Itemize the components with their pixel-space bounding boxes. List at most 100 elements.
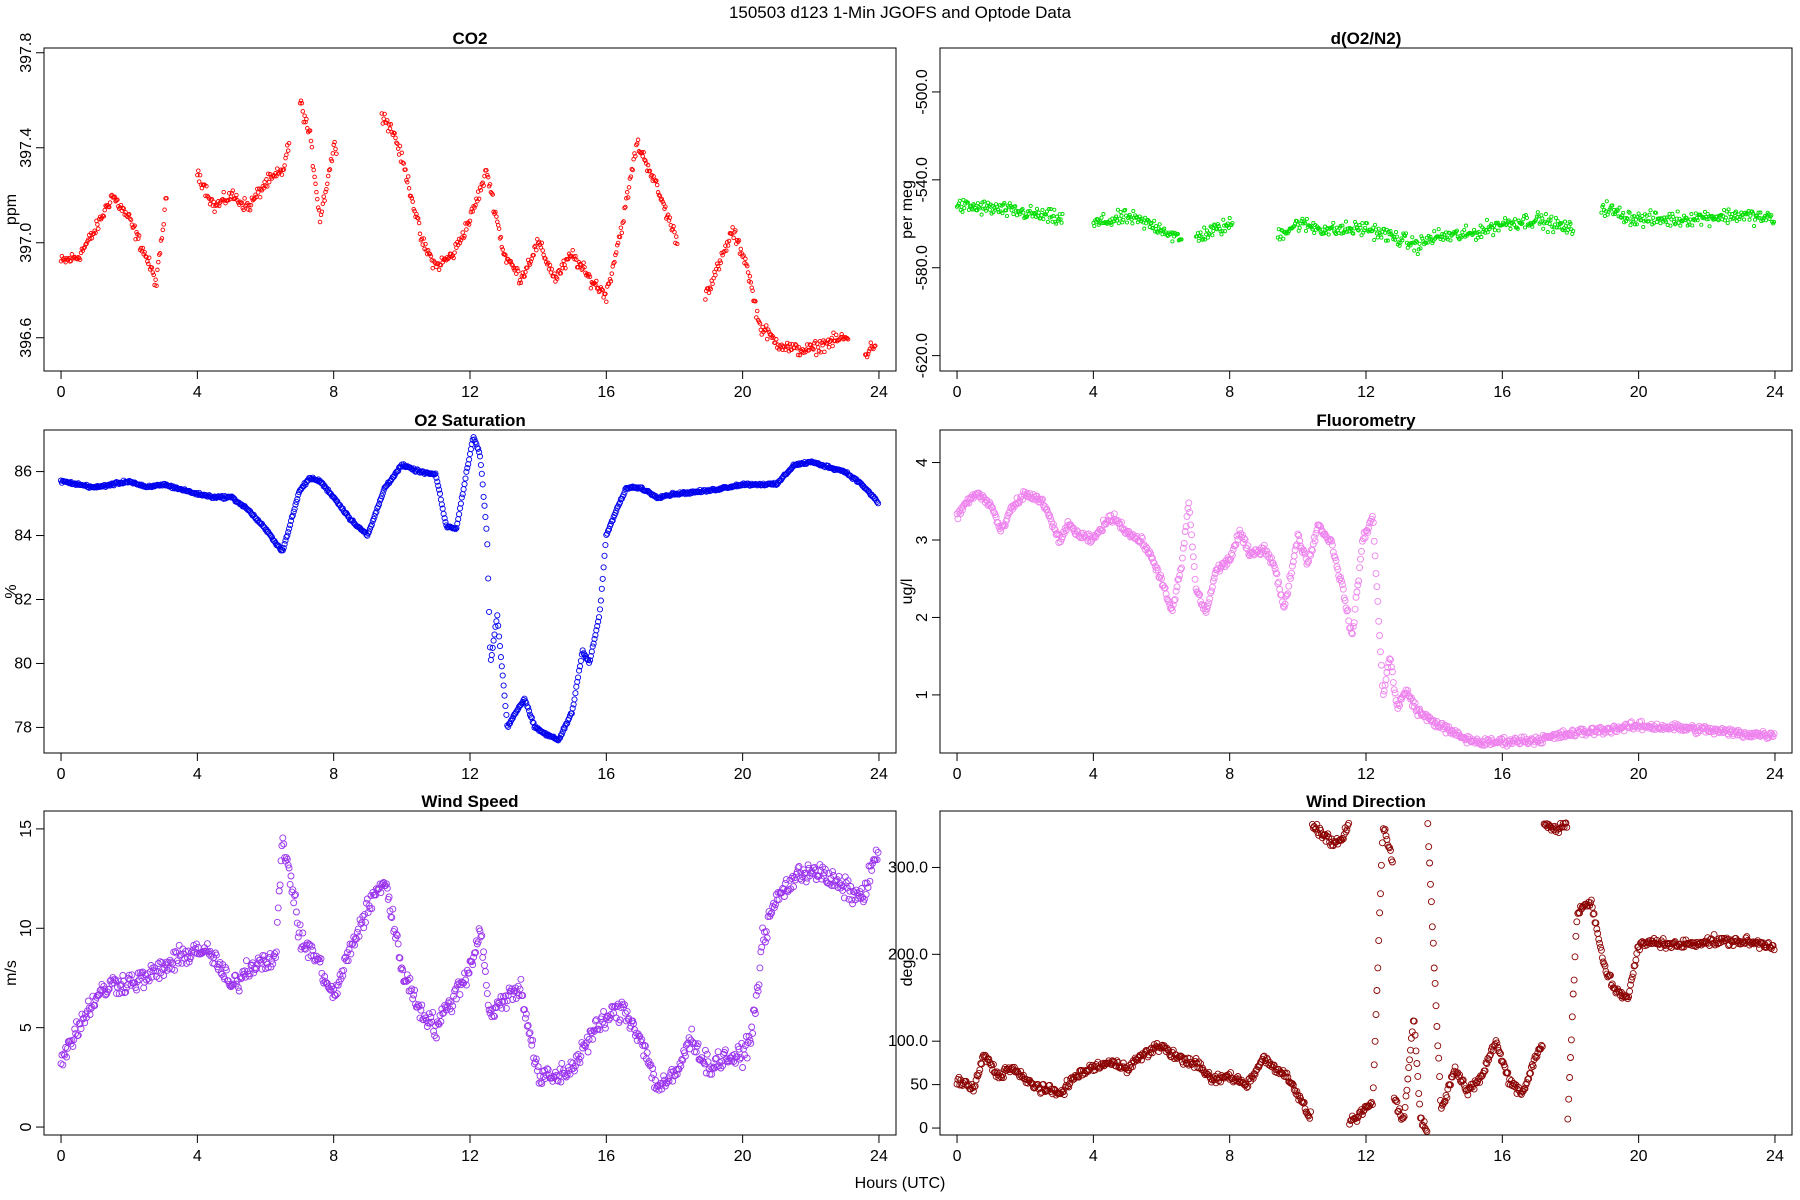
data-point (1025, 209, 1030, 214)
data-point (1762, 213, 1768, 219)
y-tick-label: -580.0 (914, 245, 931, 290)
data-point (403, 167, 408, 172)
data-point (822, 349, 827, 355)
data-point (1332, 556, 1340, 564)
data-point (1393, 230, 1399, 235)
data-point (844, 336, 850, 341)
y-axis-label-o2-saturation: % (3, 584, 20, 598)
data-point (745, 270, 751, 275)
data-point (1190, 563, 1198, 571)
data-point (1363, 225, 1368, 230)
data-point (983, 206, 988, 211)
data-point (1279, 602, 1287, 610)
data-point (1653, 210, 1658, 215)
data-point (1538, 739, 1546, 747)
data-point (532, 1055, 540, 1063)
data-point (559, 728, 566, 735)
data-point (1206, 595, 1214, 603)
data-point (587, 652, 594, 660)
data-point (1409, 241, 1414, 246)
y-tick-label: 397.8 (18, 33, 35, 73)
data-point (582, 264, 587, 270)
data-point (258, 965, 266, 973)
data-point (1311, 537, 1319, 545)
data-point (410, 991, 418, 999)
data-point (1152, 218, 1157, 223)
data-point (1633, 217, 1638, 222)
data-point (195, 172, 200, 178)
data-point (1358, 225, 1363, 230)
data-point (148, 973, 156, 981)
data-point (163, 966, 171, 974)
data-point (1285, 582, 1293, 590)
data-point (1357, 555, 1364, 563)
data-point (420, 242, 425, 247)
data-point (744, 263, 750, 269)
data-point (639, 150, 645, 155)
data-point (564, 720, 571, 727)
data-point (1611, 212, 1616, 217)
data-point (840, 894, 848, 902)
data-point (1704, 217, 1709, 222)
data-point (294, 933, 302, 941)
data-point (1556, 225, 1561, 230)
data-point (731, 235, 736, 241)
data-point (1385, 843, 1393, 851)
x-tick-label: 12 (1357, 384, 1375, 401)
data-point (274, 904, 282, 912)
data-point (991, 210, 996, 215)
data-point (366, 528, 373, 535)
data-point (681, 1049, 688, 1057)
data-point (1428, 923, 1436, 931)
data-point (1388, 668, 1396, 676)
data-point (1562, 219, 1568, 224)
data-point (484, 167, 489, 173)
data-point (557, 732, 564, 739)
data-point (1467, 738, 1475, 746)
data-point (1205, 1068, 1213, 1076)
data-point (1377, 890, 1384, 898)
data-point (1098, 527, 1106, 535)
data-point (278, 842, 286, 850)
data-point (596, 606, 604, 613)
data-point (1270, 562, 1278, 570)
data-point (965, 200, 970, 205)
data-point (293, 498, 300, 505)
data-point (149, 265, 155, 270)
data-point (1376, 909, 1384, 917)
data-point (763, 934, 771, 942)
data-point (495, 222, 501, 228)
data-point (1271, 565, 1279, 573)
data-point (1424, 820, 1432, 828)
data-point (503, 252, 508, 258)
data-point (540, 248, 545, 253)
data-point (1095, 217, 1100, 222)
data-point (1568, 221, 1573, 226)
data-point (1412, 248, 1417, 253)
data-point (708, 286, 714, 292)
data-point (349, 940, 357, 948)
data-point (112, 194, 117, 200)
data-point (1599, 210, 1604, 215)
data-point (1334, 565, 1342, 573)
data-point (565, 256, 571, 262)
data-point (515, 992, 523, 1000)
data-point (382, 483, 389, 490)
data-point (1432, 1002, 1440, 1010)
data-point (551, 1068, 559, 1076)
data-point (811, 347, 816, 352)
data-point (1636, 211, 1641, 216)
data-point (746, 1036, 754, 1044)
data-point (1610, 203, 1615, 208)
data-point (1011, 212, 1016, 217)
data-point (795, 863, 803, 870)
data-point (1425, 843, 1433, 851)
data-point (387, 126, 393, 131)
data-point (1094, 216, 1100, 221)
x-tick-label: 12 (461, 384, 479, 401)
x-tick-label: 8 (329, 384, 338, 401)
data-point (962, 205, 967, 211)
x-tick-label: 20 (734, 1148, 752, 1165)
data-point (351, 941, 359, 949)
data-point (1296, 537, 1304, 545)
